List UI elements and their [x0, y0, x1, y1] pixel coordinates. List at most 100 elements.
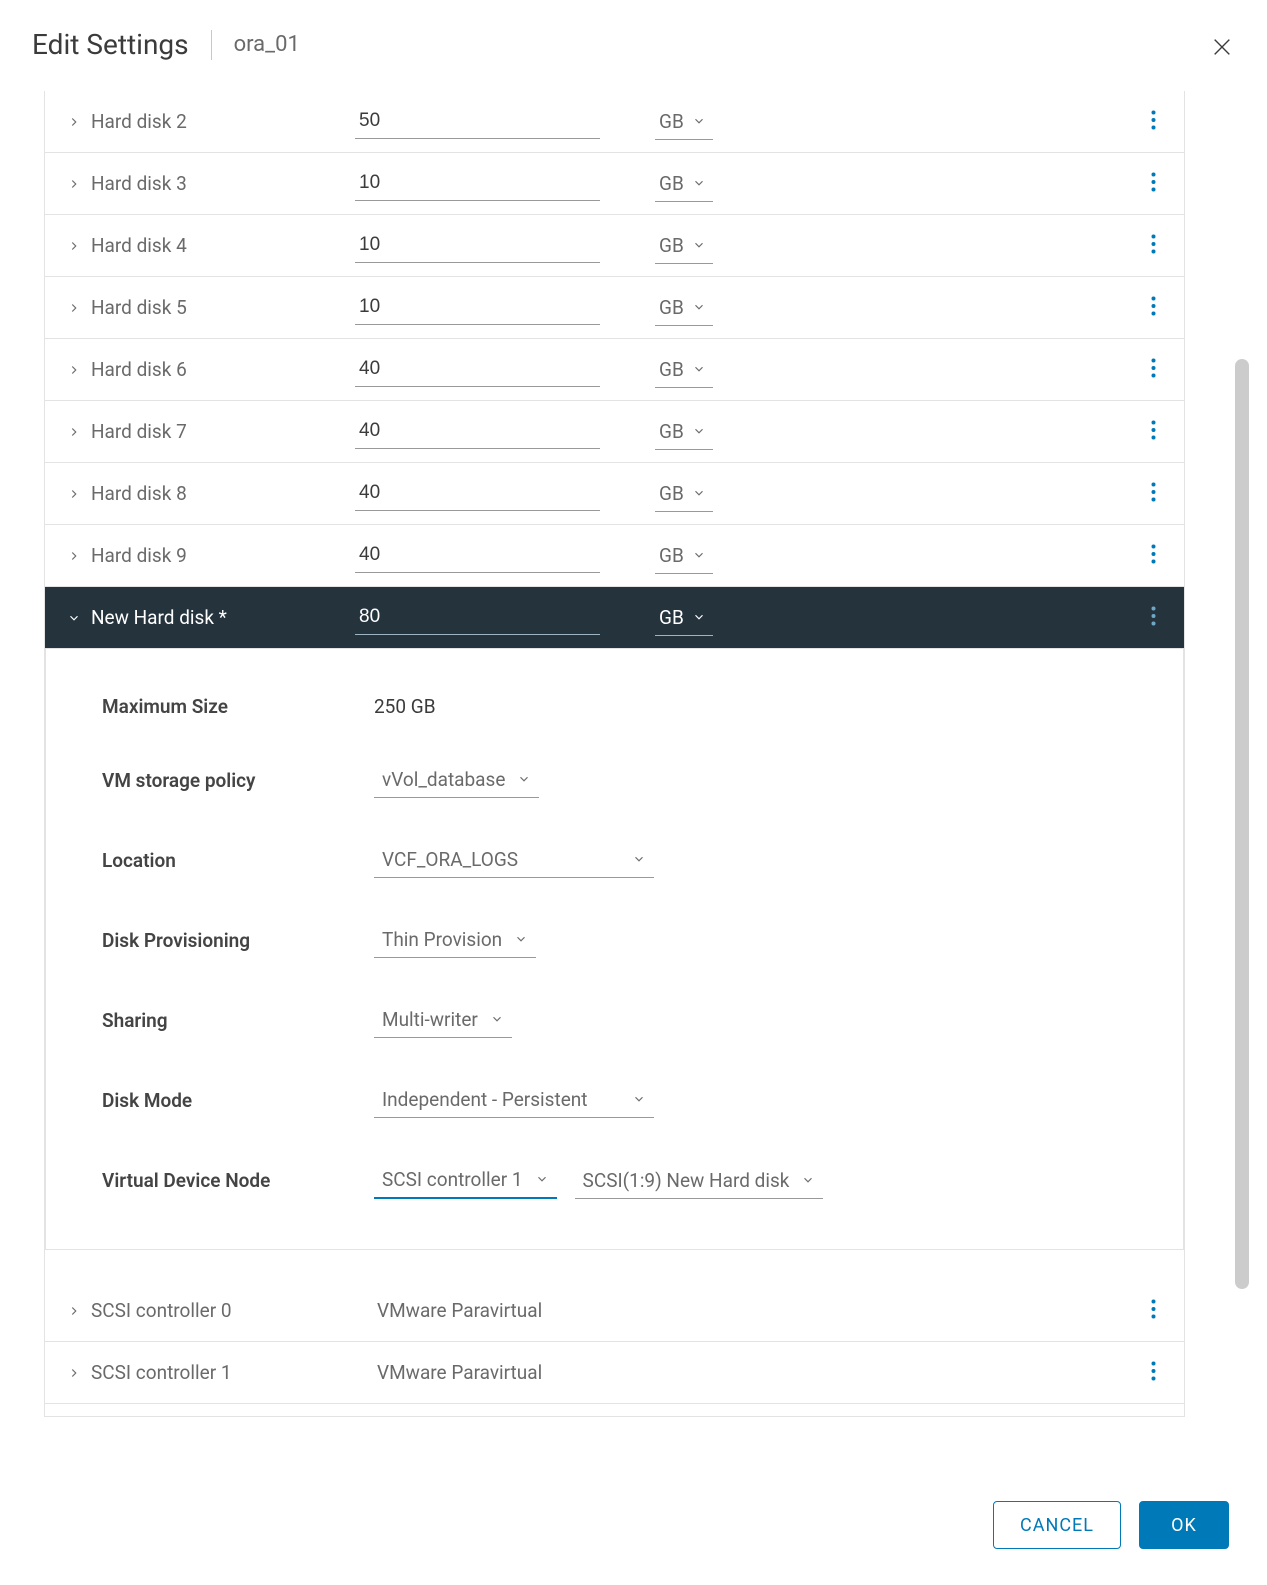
- location-select[interactable]: VCF_ORA_LOGS: [374, 842, 654, 878]
- chevron-down-icon: [692, 110, 706, 133]
- chevron-down-icon: [692, 606, 706, 629]
- hard-disk-row[interactable]: Hard disk 3 GB: [45, 153, 1184, 215]
- controller-value: VMware Paravirtual: [377, 1361, 542, 1384]
- chevron-right-icon: [67, 301, 81, 315]
- chevron-down-icon: [801, 1169, 815, 1192]
- disk-size-input[interactable]: [355, 166, 600, 201]
- chevron-right-icon: [67, 239, 81, 253]
- kebab-menu-icon[interactable]: [1151, 606, 1156, 630]
- new-disk-size-input[interactable]: [355, 600, 600, 635]
- chevron-right-icon: [67, 115, 81, 129]
- chevron-down-icon: [692, 420, 706, 443]
- chevron-down-icon: [67, 611, 81, 625]
- kebab-menu-icon[interactable]: [1151, 110, 1156, 134]
- new-disk-unit-select[interactable]: GB: [655, 600, 713, 636]
- provisioning-label: Disk Provisioning: [102, 929, 374, 952]
- disk-unit-select[interactable]: GB: [655, 538, 713, 574]
- scrollbar[interactable]: [1235, 359, 1249, 1289]
- kebab-menu-icon[interactable]: [1151, 544, 1156, 568]
- kebab-menu-icon[interactable]: [1151, 482, 1156, 506]
- vdn-controller-select[interactable]: SCSI controller 1: [374, 1162, 557, 1199]
- disk-size-input[interactable]: [355, 538, 600, 573]
- kebab-menu-icon[interactable]: [1151, 172, 1156, 196]
- vdn-label: Virtual Device Node: [102, 1169, 374, 1192]
- vdn-slot-select[interactable]: SCSI(1:9) New Hard disk: [575, 1163, 824, 1199]
- dialog-header: Edit Settings ora_01: [0, 0, 1267, 79]
- chevron-down-icon: [692, 172, 706, 195]
- network-adapter-row[interactable]: Network adapter 1 vcf-wkld-01-IT-INF-WKL…: [45, 1404, 1184, 1417]
- hard-disk-row[interactable]: Hard disk 2 GB: [45, 91, 1184, 153]
- hard-disk-row[interactable]: Hard disk 4 GB: [45, 215, 1184, 277]
- scsi-controller-row[interactable]: SCSI controller 0 VMware Paravirtual: [45, 1280, 1184, 1342]
- scsi-controller-row[interactable]: SCSI controller 1 VMware Paravirtual: [45, 1342, 1184, 1404]
- chevron-down-icon: [514, 928, 528, 951]
- chevron-down-icon: [692, 358, 706, 381]
- dialog-footer: CANCEL OK: [993, 1501, 1229, 1549]
- network-select[interactable]: vcf-wkld-01-IT-INF-WKLD-01-vds-01-pg-mgm…: [377, 1417, 796, 1418]
- sharing-select[interactable]: Multi-writer: [374, 1002, 512, 1038]
- disk-label: Hard disk 7: [91, 420, 187, 443]
- chevron-right-icon: [67, 1366, 81, 1380]
- chevron-right-icon: [67, 549, 81, 563]
- chevron-down-icon: [692, 544, 706, 567]
- disk-mode-select[interactable]: Independent - Persistent: [374, 1082, 654, 1118]
- max-size-value: 250 GB: [374, 695, 436, 718]
- disk-size-input[interactable]: [355, 476, 600, 511]
- content-wrap: Hard disk 2 GB Hard disk 3: [0, 79, 1267, 1449]
- hard-disk-row[interactable]: Hard disk 7 GB: [45, 401, 1184, 463]
- kebab-menu-icon[interactable]: [1151, 358, 1156, 382]
- disk-unit-select[interactable]: GB: [655, 476, 713, 512]
- disk-mode-label: Disk Mode: [102, 1089, 374, 1112]
- hard-disk-row[interactable]: Hard disk 6 GB: [45, 339, 1184, 401]
- sharing-label: Sharing: [102, 1009, 374, 1032]
- disk-label: Hard disk 4: [91, 234, 187, 257]
- controller-value: VMware Paravirtual: [377, 1299, 542, 1322]
- disk-label: Hard disk 2: [91, 110, 187, 133]
- controller-label: SCSI controller 0: [91, 1299, 232, 1322]
- disk-size-input[interactable]: [355, 228, 600, 263]
- new-disk-label: New Hard disk *: [91, 606, 227, 629]
- ok-button[interactable]: OK: [1139, 1501, 1229, 1549]
- disk-unit-select[interactable]: GB: [655, 228, 713, 264]
- scroll-area: Hard disk 2 GB Hard disk 3: [44, 91, 1185, 1417]
- chevron-down-icon: [490, 1008, 504, 1031]
- disk-size-input[interactable]: [355, 414, 600, 449]
- new-hard-disk-row[interactable]: New Hard disk * GB: [45, 587, 1184, 649]
- storage-policy-label: VM storage policy: [102, 769, 374, 792]
- disk-label: Hard disk 6: [91, 358, 187, 381]
- chevron-down-icon: [692, 234, 706, 257]
- close-icon[interactable]: [1211, 36, 1233, 62]
- location-label: Location: [102, 849, 374, 872]
- disk-unit-select[interactable]: GB: [655, 166, 713, 202]
- chevron-down-icon: [692, 296, 706, 319]
- chevron-right-icon: [67, 177, 81, 191]
- kebab-menu-icon[interactable]: [1151, 1299, 1156, 1323]
- hard-disk-row[interactable]: Hard disk 9 GB: [45, 525, 1184, 587]
- kebab-menu-icon[interactable]: [1151, 296, 1156, 320]
- hard-disk-row[interactable]: Hard disk 8 GB: [45, 463, 1184, 525]
- disk-unit-select[interactable]: GB: [655, 414, 713, 450]
- chevron-right-icon: [67, 487, 81, 501]
- chevron-down-icon: [535, 1168, 549, 1191]
- disk-unit-select[interactable]: GB: [655, 352, 713, 388]
- disk-unit-select[interactable]: GB: [655, 104, 713, 140]
- disk-unit-select[interactable]: GB: [655, 290, 713, 326]
- disk-size-input[interactable]: [355, 290, 600, 325]
- dialog-title: Edit Settings: [32, 28, 189, 61]
- storage-policy-select[interactable]: vVol_database: [374, 762, 539, 798]
- provisioning-select[interactable]: Thin Provision: [374, 922, 536, 958]
- disk-size-input[interactable]: [355, 352, 600, 387]
- disk-label: Hard disk 5: [91, 296, 187, 319]
- kebab-menu-icon[interactable]: [1151, 1361, 1156, 1385]
- chevron-right-icon: [67, 425, 81, 439]
- disk-size-input[interactable]: [355, 104, 600, 139]
- chevron-right-icon: [67, 363, 81, 377]
- cancel-button[interactable]: CANCEL: [993, 1501, 1121, 1549]
- kebab-menu-icon[interactable]: [1151, 420, 1156, 444]
- chevron-down-icon: [632, 848, 646, 871]
- header-divider: [211, 30, 212, 60]
- controller-label: SCSI controller 1: [91, 1361, 232, 1384]
- kebab-menu-icon[interactable]: [1151, 234, 1156, 258]
- chevron-right-icon: [67, 1304, 81, 1318]
- hard-disk-row[interactable]: Hard disk 5 GB: [45, 277, 1184, 339]
